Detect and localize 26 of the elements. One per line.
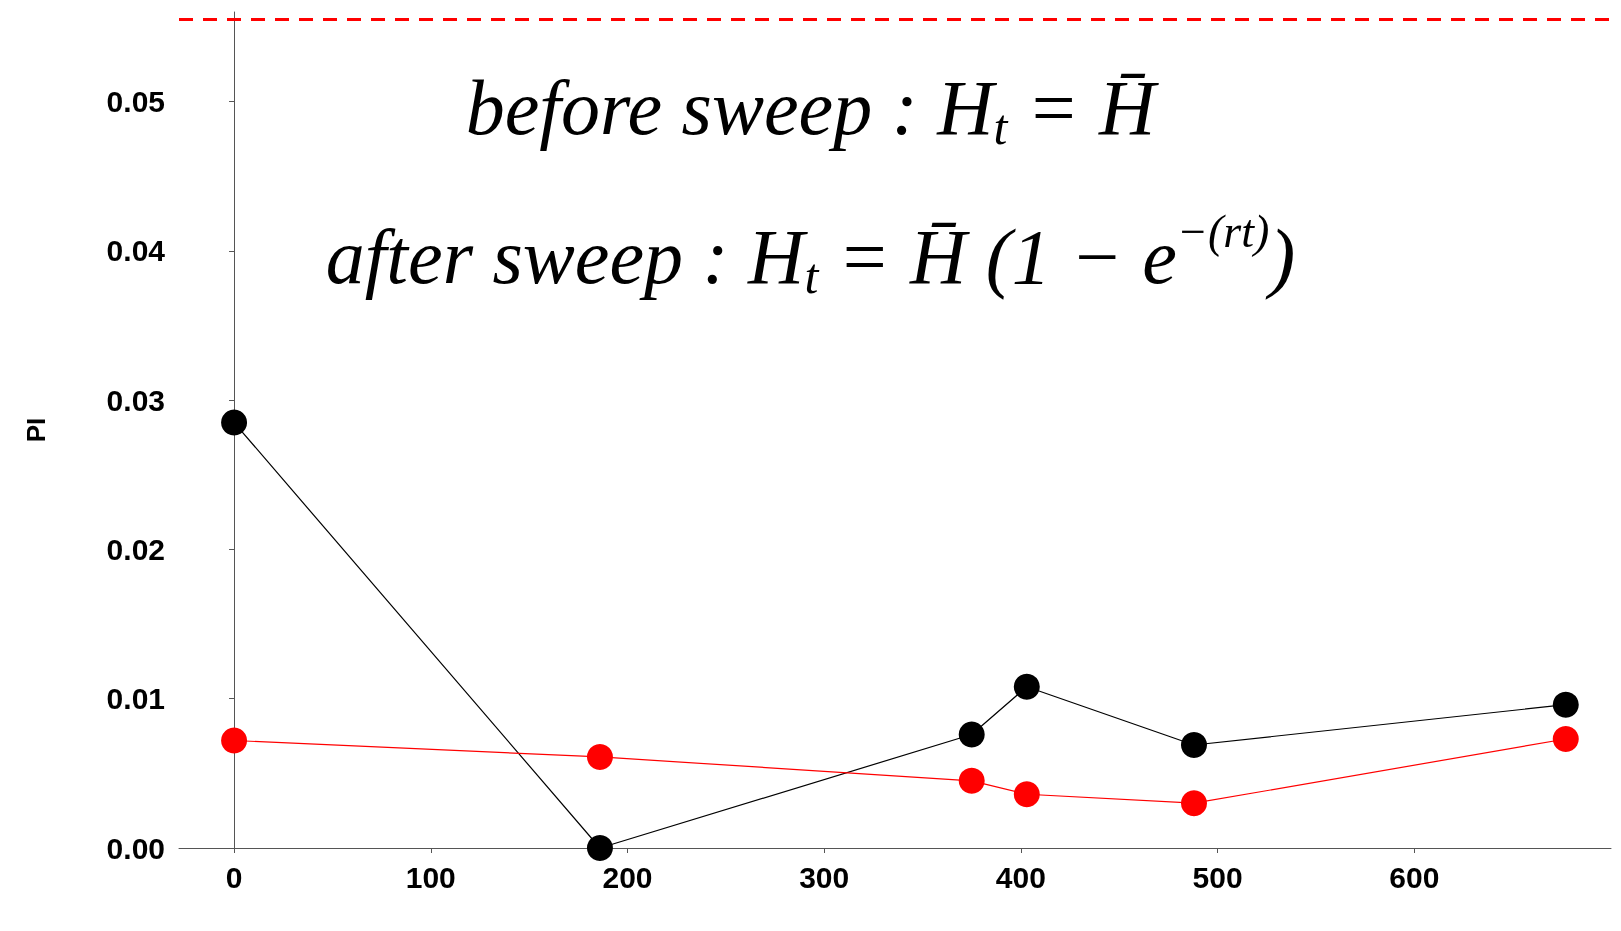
point [1013,673,1040,700]
point [958,721,985,748]
x-tick-label: 100 [405,860,456,894]
y-tick-label: 0.01 [106,682,165,716]
y-tick-label: 0.03 [106,383,165,417]
y-tick-label: 0.00 [106,831,165,865]
point [958,767,985,794]
y-tick-label: 0.05 [106,85,165,119]
point [586,743,613,770]
point [221,409,248,436]
y-tick-label: 0.02 [106,532,165,566]
y-axis-title: PI [21,417,51,443]
point [1181,732,1207,758]
x-tick-label: 400 [995,860,1046,894]
point [586,835,613,861]
point [1181,790,1207,817]
y-tick-label: 0.04 [106,234,166,268]
x-tick-label: 500 [1192,860,1243,894]
x-tick-label: 0 [225,860,243,894]
point [1013,781,1040,808]
point [1552,726,1579,753]
x-tick-label: 600 [1389,860,1440,894]
point [221,727,248,754]
x-tick-label: 300 [799,860,850,894]
point [1552,691,1579,718]
x-tick-label: 200 [602,860,653,894]
